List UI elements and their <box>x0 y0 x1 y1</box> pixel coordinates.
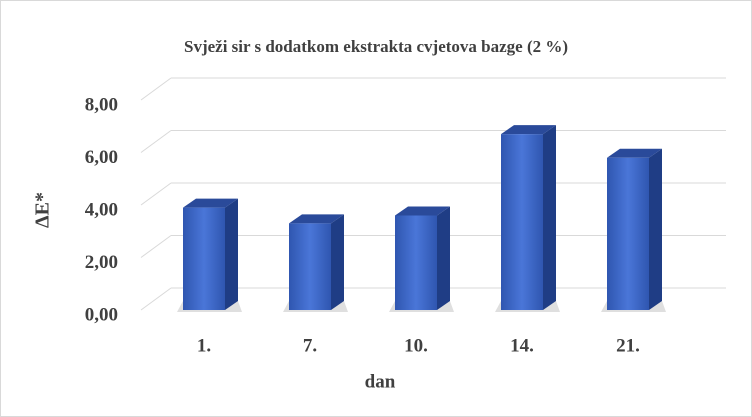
bar-front <box>183 207 225 310</box>
bar-top <box>607 148 662 158</box>
x-tick-label: 1. <box>197 335 211 356</box>
bar <box>389 206 454 312</box>
y-tick-label: 2,00 <box>85 252 118 273</box>
bar-side <box>225 198 238 310</box>
x-tick-label: 10. <box>404 335 428 356</box>
bar <box>283 214 348 312</box>
bar-front <box>395 215 437 310</box>
bar-side <box>437 206 450 310</box>
y-tick-label: 6,00 <box>85 147 118 168</box>
bar <box>495 125 560 312</box>
grid-line-side <box>140 235 172 258</box>
bar <box>601 148 666 312</box>
chart-title: Svježi sir s dodatkom ekstrakta cvjetova… <box>184 37 568 56</box>
y-tick-label: 8,00 <box>85 94 118 115</box>
x-tick-label: 7. <box>303 335 317 356</box>
x-tick-label: 21. <box>616 335 640 356</box>
y-tick-label: 0,00 <box>85 304 118 325</box>
bar-top <box>289 214 344 224</box>
bar-top <box>395 206 450 216</box>
bar-top <box>501 125 556 135</box>
grid-line-side <box>140 77 172 101</box>
bar-top <box>183 198 238 208</box>
bar <box>177 198 242 312</box>
grid-line-side <box>140 182 172 206</box>
grid-line-side <box>140 130 172 153</box>
x-axis-label: dan <box>365 371 396 392</box>
y-axis-label: ΔE* <box>32 192 54 228</box>
bar-side <box>331 214 344 310</box>
bar-side <box>543 125 556 310</box>
grid-line-side <box>140 287 172 311</box>
y-tick-label: 4,00 <box>85 199 118 220</box>
bar-front <box>607 157 649 310</box>
bar-side <box>649 148 662 310</box>
x-tick-label: 14. <box>510 335 534 356</box>
bar-front <box>289 223 331 310</box>
bar-front <box>501 134 543 310</box>
